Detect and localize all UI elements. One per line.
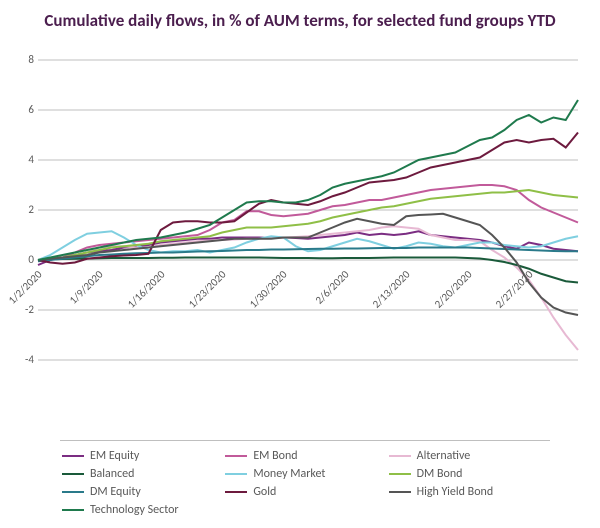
legend-item: Alternative: [387, 447, 550, 465]
legend-label: DM Bond: [417, 467, 463, 481]
legend-item: EM Equity: [60, 447, 223, 465]
legend-label: Alternative: [417, 449, 471, 463]
y-tick-label: 4: [18, 153, 34, 166]
legend-label: EM Bond: [253, 449, 297, 463]
legend-label: Balanced: [90, 467, 134, 481]
legend-item: High Yield Bond: [387, 483, 550, 501]
flows-chart: Cumulative daily flows, in % of AUM term…: [0, 0, 600, 528]
legend-label: DM Equity: [90, 485, 141, 499]
y-tick-label: -2: [18, 303, 34, 316]
legend-item: DM Equity: [60, 483, 223, 501]
legend-label: Technology Sector: [90, 503, 179, 517]
legend-swatch: [389, 473, 411, 475]
y-tick-label: -4: [18, 353, 34, 366]
legend-label: Money Market: [253, 467, 325, 481]
y-tick-label: 6: [18, 103, 34, 116]
y-tick-label: 0: [18, 253, 34, 266]
legend-item: Balanced: [60, 465, 223, 483]
legend-swatch: [62, 455, 84, 457]
y-tick-label: 2: [18, 203, 34, 216]
legend-label: Gold: [253, 485, 276, 499]
legend-swatch: [62, 473, 84, 475]
legend-item: Gold: [223, 483, 386, 501]
y-tick-label: 8: [18, 53, 34, 66]
legend-label: High Yield Bond: [417, 485, 494, 499]
series-line: [38, 258, 578, 283]
legend-swatch: [62, 509, 84, 511]
legend-item: Technology Sector: [60, 501, 223, 519]
legend: EM Equity EM Bond Alternative Balanced Money…: [60, 440, 550, 519]
legend-swatch: [389, 491, 411, 493]
legend-item: EM Bond: [223, 447, 386, 465]
legend-item: Money Market: [223, 465, 386, 483]
legend-swatch: [389, 455, 411, 457]
legend-swatch: [225, 491, 247, 493]
legend-swatch: [225, 455, 247, 457]
chart-title: Cumulative daily flows, in % of AUM term…: [0, 0, 600, 35]
legend-label: EM Equity: [90, 449, 139, 463]
legend-swatch: [225, 473, 247, 475]
legend-item: DM Bond: [387, 465, 550, 483]
legend-swatch: [62, 491, 84, 493]
